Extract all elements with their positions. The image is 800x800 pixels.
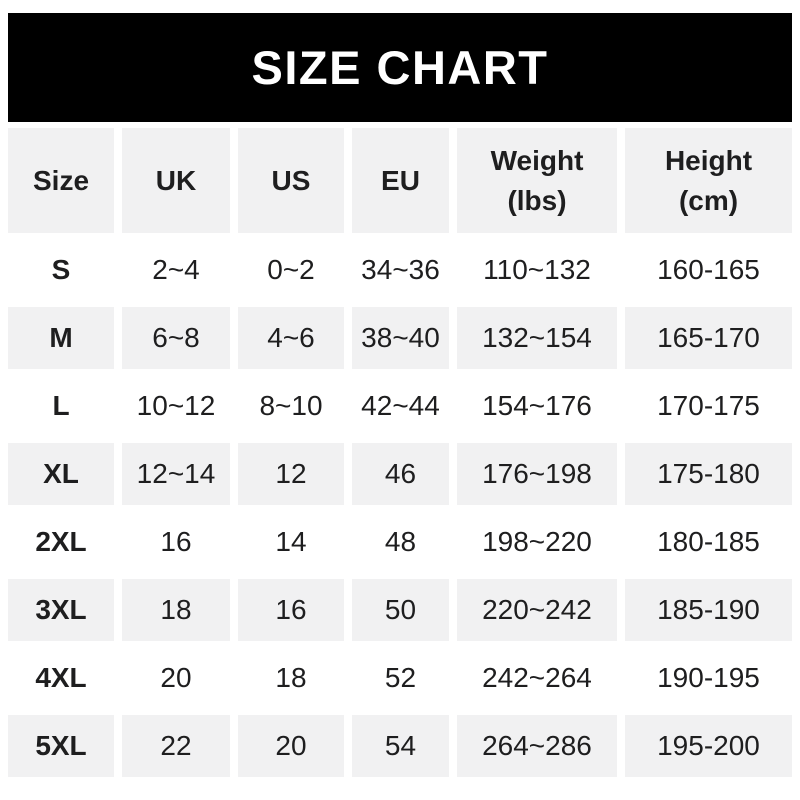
table-cell: 175-180 — [625, 443, 792, 505]
table-cell: 20 — [122, 647, 230, 709]
table-row-4xl: 4XL 20 18 52 242~264 190-195 — [8, 647, 792, 709]
table-cell: 6~8 — [122, 307, 230, 369]
table-cell: 180-185 — [625, 511, 792, 573]
table-cell: 198~220 — [457, 511, 617, 573]
table-cell: 160-165 — [625, 239, 792, 301]
table-cell: 54 — [352, 715, 449, 777]
col-header-height: Height (cm) — [625, 128, 792, 233]
table-cell: 38~40 — [352, 307, 449, 369]
table-row-2xl: 2XL 16 14 48 198~220 180-185 — [8, 511, 792, 573]
size-label-cell: L — [8, 375, 114, 437]
title-banner: SIZE CHART — [8, 13, 792, 122]
table-cell: 14 — [238, 511, 344, 573]
table-cell: 185-190 — [625, 579, 792, 641]
table-cell: 52 — [352, 647, 449, 709]
table-cell: 16 — [122, 511, 230, 573]
table-cell: 220~242 — [457, 579, 617, 641]
table-cell: 190-195 — [625, 647, 792, 709]
size-chart-page: SIZE CHART Size UK US EU Weight (lbs) He… — [0, 13, 800, 800]
table-cell: 18 — [238, 647, 344, 709]
col-header-us: US — [238, 128, 344, 233]
table-cell: 16 — [238, 579, 344, 641]
col-header-weight: Weight (lbs) — [457, 128, 617, 233]
table-cell: 170-175 — [625, 375, 792, 437]
page-title: SIZE CHART — [251, 41, 549, 94]
table-row-5xl: 5XL 22 20 54 264~286 195-200 — [8, 715, 792, 777]
table-row-s: S 2~4 0~2 34~36 110~132 160-165 — [8, 239, 792, 301]
table-cell: 8~10 — [238, 375, 344, 437]
table-cell: 34~36 — [352, 239, 449, 301]
table-cell: 20 — [238, 715, 344, 777]
table-cell: 195-200 — [625, 715, 792, 777]
table-cell: 132~154 — [457, 307, 617, 369]
size-label-cell: 5XL — [8, 715, 114, 777]
table-cell: 0~2 — [238, 239, 344, 301]
size-label-cell: S — [8, 239, 114, 301]
table-cell: 2~4 — [122, 239, 230, 301]
col-header-eu: EU — [352, 128, 449, 233]
table-cell: 242~264 — [457, 647, 617, 709]
table-cell: 176~198 — [457, 443, 617, 505]
table-row-xl: XL 12~14 12 46 176~198 175-180 — [8, 443, 792, 505]
table-cell: 110~132 — [457, 239, 617, 301]
size-label-cell: 3XL — [8, 579, 114, 641]
table-cell: 165-170 — [625, 307, 792, 369]
table-row-l: L 10~12 8~10 42~44 154~176 170-175 — [8, 375, 792, 437]
table-cell: 22 — [122, 715, 230, 777]
table-cell: 48 — [352, 511, 449, 573]
size-label-cell: 4XL — [8, 647, 114, 709]
table-cell: 12 — [238, 443, 344, 505]
table-cell: 46 — [352, 443, 449, 505]
table-cell: 12~14 — [122, 443, 230, 505]
table-row-3xl: 3XL 18 16 50 220~242 185-190 — [8, 579, 792, 641]
table-cell: 50 — [352, 579, 449, 641]
table-header-row: Size UK US EU Weight (lbs) Height (cm) — [8, 128, 792, 233]
col-header-size: Size — [8, 128, 114, 233]
table-cell: 18 — [122, 579, 230, 641]
table-cell: 10~12 — [122, 375, 230, 437]
size-chart-table: Size UK US EU Weight (lbs) Height (cm) S… — [0, 122, 800, 783]
size-label-cell: XL — [8, 443, 114, 505]
col-header-uk: UK — [122, 128, 230, 233]
size-label-cell: 2XL — [8, 511, 114, 573]
table-row-m: M 6~8 4~6 38~40 132~154 165-170 — [8, 307, 792, 369]
table-cell: 42~44 — [352, 375, 449, 437]
size-label-cell: M — [8, 307, 114, 369]
table-cell: 264~286 — [457, 715, 617, 777]
table-cell: 154~176 — [457, 375, 617, 437]
table-cell: 4~6 — [238, 307, 344, 369]
